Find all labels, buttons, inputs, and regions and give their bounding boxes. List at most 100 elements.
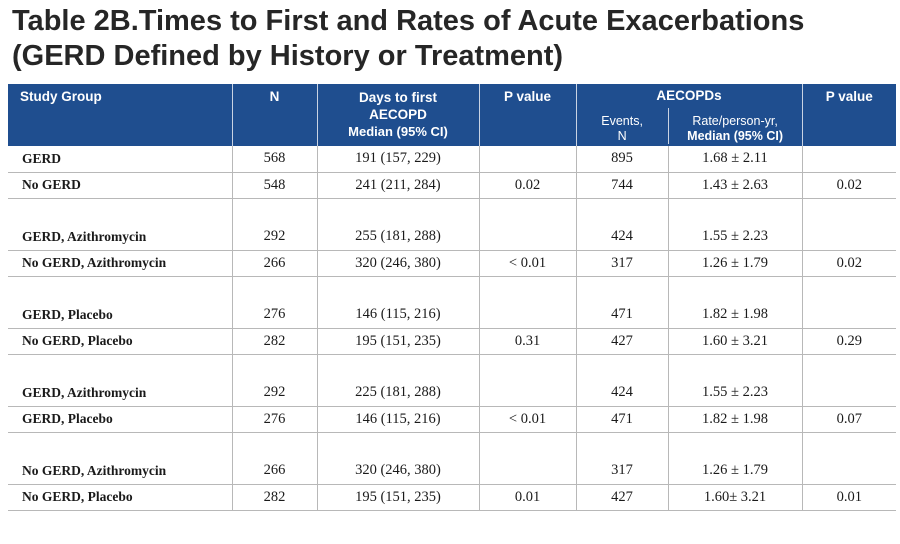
spacer-cell (8, 276, 232, 302)
spacer-cell (231, 198, 317, 224)
cell-group: No GERD, Azithromycin (8, 458, 232, 485)
cell-rate: 1.60 ± 3.21 (667, 328, 802, 355)
spacer-cell (231, 276, 317, 302)
cell-days: 241 (211, 284) (316, 172, 479, 199)
cell-group: GERD (8, 146, 232, 173)
table-row: No GERD 548 241 (211, 284) 0.02 744 1.43 ± 2.… (8, 172, 896, 199)
cell-p-value: 0.01 (478, 484, 576, 511)
spacer-cell (316, 198, 479, 224)
cell-rate: 1.82 ± 1.98 (667, 302, 802, 329)
cell-p-value-2 (801, 458, 896, 485)
spacer-cell (801, 354, 896, 380)
cell-p-value (478, 224, 576, 251)
cell-p-value (478, 146, 576, 173)
spacer-row (8, 432, 896, 458)
header-study-group: Study Group (8, 84, 232, 146)
header-aecopds: AECOPDs Events, N Rate/person-yr, Median… (575, 84, 802, 146)
cell-events: 895 (575, 146, 668, 173)
spacer-cell (575, 276, 668, 302)
header-days-line-1: Days to first (358, 90, 438, 105)
cell-days: 146 (115, 216) (316, 406, 479, 433)
header-days-line-2: AECOPD (369, 107, 427, 122)
cell-p-value (478, 302, 576, 329)
cell-days: 320 (246, 380) (316, 250, 479, 277)
spacer-cell (316, 432, 479, 458)
cell-p-value-2: 0.29 (801, 328, 896, 355)
cell-n: 266 (231, 458, 317, 485)
cell-events: 471 (575, 302, 668, 329)
table-row: GERD, Azithromycin 292 225 (181, 288) 424 1.… (8, 380, 896, 407)
cell-n: 282 (231, 328, 317, 355)
cell-n: 548 (231, 172, 317, 199)
cell-group: GERD, Azithromycin (8, 224, 232, 251)
cell-p-value-2 (801, 302, 896, 329)
spacer-cell (231, 354, 317, 380)
cell-rate: 1.82 ± 1.98 (667, 406, 802, 433)
results-table: Study Group N Days to first AECOPD Media… (8, 84, 896, 511)
cell-rate: 1.26 ± 1.79 (667, 458, 802, 485)
cell-p-value: 0.02 (478, 172, 576, 199)
spacer-cell (575, 198, 668, 224)
cell-group: GERD, Azithromycin (8, 380, 232, 407)
cell-p-value: < 0.01 (478, 406, 576, 433)
cell-p-value-2 (801, 146, 896, 173)
cell-group: No GERD, Placebo (8, 328, 232, 355)
cell-days: 191 (157, 229) (316, 146, 479, 173)
cell-group: No GERD, Azithromycin (8, 250, 232, 277)
spacer-cell (316, 354, 479, 380)
table-row: GERD 568 191 (157, 229) 895 1.68 ± 2.11 (8, 146, 896, 173)
spacer-cell (478, 198, 576, 224)
cell-days: 146 (115, 216) (316, 302, 479, 329)
spacer-cell (8, 354, 232, 380)
spacer-cell (801, 432, 896, 458)
cell-p-value-2 (801, 224, 896, 251)
spacer-row (8, 276, 896, 302)
cell-events: 317 (575, 250, 668, 277)
table-row: GERD, Placebo 276 146 (115, 216) 471 1.82 ± … (8, 302, 896, 329)
table-row: No GERD, Azithromycin 266 320 (246, 380) < … (8, 250, 896, 277)
spacer-cell (231, 432, 317, 458)
cell-p-value-2 (801, 380, 896, 407)
header-rate-line-2: Median (95% CI) (687, 129, 784, 143)
cell-days: 255 (181, 288) (316, 224, 479, 251)
cell-rate: 1.68 ± 2.11 (667, 146, 802, 173)
cell-n: 292 (231, 380, 317, 407)
spacer-cell (8, 198, 232, 224)
header-rate: Rate/person-yr, Median (95% CI) (667, 108, 802, 144)
cell-group: No GERD, Placebo (8, 484, 232, 511)
spacer-row (8, 198, 896, 224)
table-row: GERD, Azithromycin 292 255 (181, 288) 424 1.… (8, 224, 896, 251)
cell-days: 320 (246, 380) (316, 458, 479, 485)
cell-events: 427 (575, 328, 668, 355)
cell-rate: 1.55 ± 2.23 (667, 224, 802, 251)
spacer-cell (667, 354, 802, 380)
spacer-cell (8, 432, 232, 458)
header-days-line-3: Median (95% CI) (348, 124, 448, 139)
header-events-line-1: Events, (601, 114, 643, 128)
cell-events: 424 (575, 224, 668, 251)
cell-group: No GERD (8, 172, 232, 199)
spacer-cell (667, 276, 802, 302)
cell-days: 195 (151, 235) (316, 328, 479, 355)
cell-n: 276 (231, 406, 317, 433)
cell-n: 276 (231, 302, 317, 329)
cell-group: GERD, Placebo (8, 302, 232, 329)
table-body: GERD 568 191 (157, 229) 895 1.68 ± 2.11 No GE… (8, 146, 896, 511)
cell-p-value (478, 458, 576, 485)
spacer-cell (801, 276, 896, 302)
cell-rate: 1.55 ± 2.23 (667, 380, 802, 407)
table-row: No GERD, Placebo 282 195 (151, 235) 0.31 427… (8, 328, 896, 355)
page-title: Table 2B.Times to First and Rates of Acu… (12, 4, 804, 74)
spacer-cell (801, 198, 896, 224)
header-p-value: P value (478, 84, 576, 146)
header-events-line-2: N (617, 129, 627, 143)
title-line-1: Table 2B.Times to First and Rates of Acu… (12, 5, 805, 37)
header-n: N (231, 84, 317, 146)
header-days-to-first: Days to first AECOPD Median (95% CI) (316, 84, 479, 146)
cell-p-value-2: 0.07 (801, 406, 896, 433)
cell-events: 471 (575, 406, 668, 433)
cell-p-value-2: 0.01 (801, 484, 896, 511)
table-row: No GERD, Placebo 282 195 (151, 235) 0.01 427… (8, 484, 896, 511)
table-row: No GERD, Azithromycin 266 320 (246, 380) 31… (8, 458, 896, 485)
spacer-row (8, 354, 896, 380)
